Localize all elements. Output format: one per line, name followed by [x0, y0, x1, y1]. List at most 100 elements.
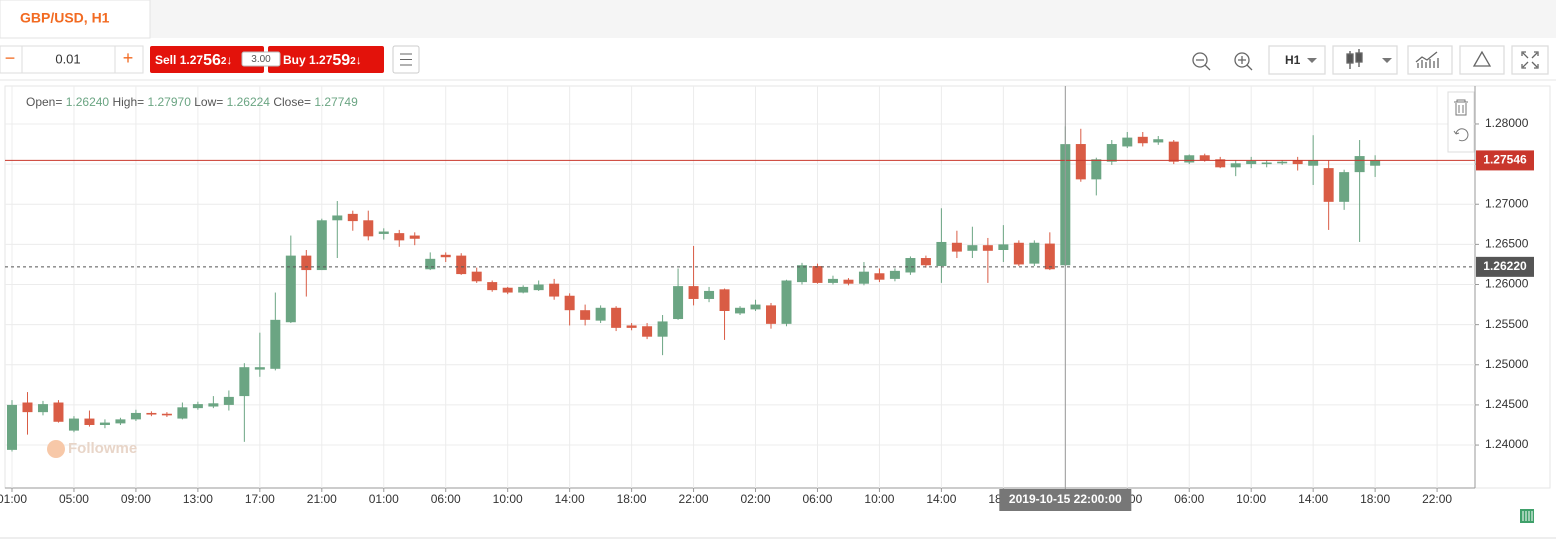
- info-value: 1.27749: [314, 95, 358, 109]
- candle-body: [1137, 136, 1148, 144]
- x-tick-label: 06:00: [802, 492, 832, 506]
- candle-body: [1044, 243, 1055, 270]
- candle-body: [456, 255, 467, 275]
- sell-label: Sell: [155, 53, 176, 67]
- price-label: 1.27546: [1483, 153, 1527, 167]
- right-tools: [1192, 45, 1549, 75]
- sell-suffix: 2: [221, 56, 227, 67]
- candle-body: [1215, 159, 1226, 168]
- timeframe-select[interactable]: [1268, 45, 1326, 75]
- candle-body: [626, 325, 637, 328]
- candle-body: [580, 310, 591, 320]
- y-tick-label: 1.28000: [1485, 116, 1529, 130]
- candle-body: [595, 307, 606, 321]
- bottom-icon-lines: [1522, 511, 1533, 521]
- info-label: Open=: [26, 95, 62, 109]
- lot-minus[interactable]: −: [5, 48, 16, 68]
- candle-body: [177, 407, 188, 419]
- candle-body: [1106, 144, 1117, 162]
- candle-body: [1261, 162, 1272, 165]
- undo-tool[interactable]: [1453, 128, 1469, 142]
- buy-price: Buy 1.27592↓: [283, 52, 362, 69]
- buy-big: 59: [332, 52, 350, 69]
- x-tick-label: 22:00: [679, 492, 709, 506]
- chart-type-select[interactable]: [1332, 45, 1398, 75]
- x-tick-label: 09:00: [121, 492, 151, 506]
- zoom-out[interactable]: [1192, 52, 1208, 68]
- plot: [5, 86, 1475, 488]
- x-tick-label: 10:00: [864, 492, 894, 506]
- y-tick-label: 1.25500: [1485, 317, 1529, 331]
- candle-body: [1277, 161, 1288, 164]
- price-label-bg: [1476, 150, 1534, 171]
- x-tick-label: 05:00: [59, 492, 89, 506]
- spread-badge: [241, 51, 281, 67]
- info-value: 1.27970: [147, 95, 191, 109]
- buy-label: Buy: [283, 53, 306, 67]
- candle-body: [719, 289, 730, 312]
- ohlc-info: Open= 1.26240 High= 1.27970 Low= 1.26224…: [26, 95, 358, 109]
- candle-body: [920, 258, 931, 266]
- tab-title: GBP/USD, H1: [20, 10, 110, 26]
- candle-body: [518, 286, 529, 293]
- x-tick-label: 10:00: [493, 492, 523, 506]
- candle-body: [316, 220, 327, 271]
- candle-body: [99, 422, 110, 425]
- candle-body: [951, 242, 962, 252]
- info-value: 1.26224: [227, 95, 271, 109]
- candle-body: [1029, 242, 1040, 264]
- tab[interactable]: [0, 0, 151, 39]
- candle-body: [1354, 156, 1365, 173]
- candle-body: [827, 278, 838, 283]
- price-label: 1.26220: [1483, 259, 1527, 273]
- x-tick-label: 01:00: [0, 492, 27, 506]
- indicators[interactable]: [1407, 45, 1453, 75]
- candle-body: [735, 307, 746, 314]
- x-tick-label: 22:00: [1422, 492, 1452, 506]
- candle-body: [750, 304, 761, 310]
- sell-prefix: 1.27: [180, 53, 204, 67]
- lot-value[interactable]: 0.01: [55, 51, 80, 66]
- delete-tool[interactable]: [1454, 99, 1468, 116]
- candle-body: [68, 418, 79, 431]
- lot-input[interactable]: [0, 45, 144, 74]
- fullscreen[interactable]: [1511, 45, 1549, 75]
- drawing-tool[interactable]: [1459, 45, 1505, 75]
- candle-body: [502, 287, 513, 293]
- buy-suffix: 2: [350, 56, 356, 67]
- x-tick-label: 06:00: [1174, 492, 1204, 506]
- candle-body: [208, 403, 219, 407]
- candle-body: [967, 245, 978, 251]
- candle-body: [1339, 172, 1350, 202]
- menu-icon: [400, 53, 412, 66]
- candle-body: [673, 286, 684, 320]
- info-label: Low=: [194, 95, 223, 109]
- candle-body: [1370, 160, 1381, 166]
- candle-body: [549, 283, 560, 297]
- x-tick-label: 01:00: [369, 492, 399, 506]
- candle-body: [564, 295, 575, 311]
- sell-arrow: ↓: [226, 53, 232, 67]
- buy-button[interactable]: [268, 46, 384, 73]
- x-tick-label: 14:00: [1298, 492, 1328, 506]
- candle-body: [1246, 160, 1257, 165]
- candle-body: [936, 241, 947, 267]
- zoom-in[interactable]: [1234, 52, 1250, 68]
- candle-body: [533, 284, 544, 291]
- candle-body: [657, 321, 668, 337]
- candle-body: [378, 231, 389, 234]
- candle-body: [1199, 155, 1210, 161]
- candle-body: [766, 305, 777, 324]
- candle-body: [874, 273, 885, 280]
- price-label-bg: [1476, 256, 1534, 277]
- candle-body: [781, 280, 792, 324]
- lot-plus[interactable]: +: [123, 48, 134, 68]
- buy-prefix: 1.27: [309, 53, 333, 67]
- candle-body: [1308, 160, 1319, 166]
- timeframe: H1: [1285, 53, 1301, 67]
- sell-button[interactable]: [150, 46, 264, 73]
- candle-body: [440, 254, 451, 258]
- x-tick-label: 13:00: [183, 492, 213, 506]
- candle-body: [1075, 144, 1086, 180]
